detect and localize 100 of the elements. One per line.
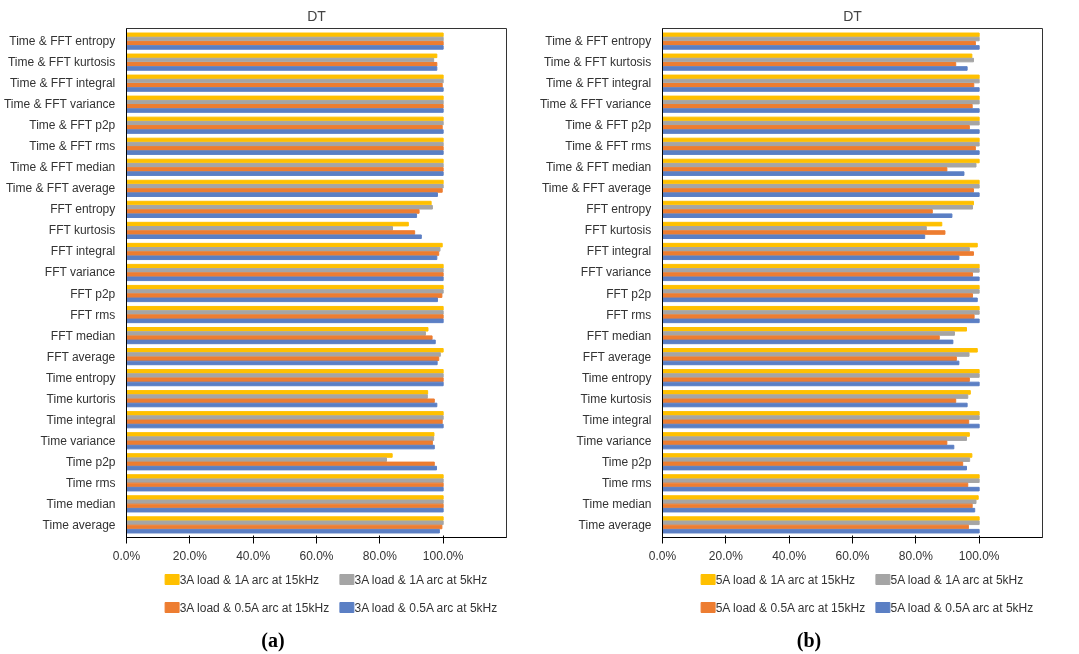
bar bbox=[662, 360, 960, 366]
bar bbox=[126, 74, 444, 80]
bar bbox=[126, 45, 444, 50]
y-tick-label: Time median bbox=[582, 496, 652, 511]
bar bbox=[126, 53, 438, 59]
y-tick-label: Time kurtoris bbox=[46, 391, 116, 406]
bar bbox=[126, 32, 444, 38]
bar bbox=[126, 192, 438, 197]
x-tick-label: 40.0% bbox=[236, 548, 271, 563]
bar bbox=[662, 66, 968, 71]
y-tick-label: Time & FFT entropy bbox=[9, 34, 116, 49]
chart-title: DT bbox=[307, 7, 327, 24]
y-tick-label: FFT rms bbox=[70, 307, 116, 322]
bar bbox=[662, 461, 964, 467]
legend-label: 5A load & 0.5A arc at 15kHz bbox=[715, 600, 866, 615]
bar bbox=[126, 150, 444, 155]
y-tick-label: Time variance bbox=[40, 433, 116, 448]
bar bbox=[126, 507, 444, 513]
bar bbox=[662, 465, 967, 471]
x-tick-label: 80.0% bbox=[898, 548, 934, 563]
y-tick-label: FFT variance bbox=[44, 265, 116, 280]
x-tick-label: 20.0% bbox=[708, 548, 744, 563]
bar bbox=[126, 108, 444, 113]
bar bbox=[126, 213, 418, 218]
y-tick-label: Time & FFT integral bbox=[9, 76, 116, 91]
legend-label: 3A load & 1A arc at 15kHz bbox=[179, 572, 320, 587]
bar bbox=[126, 440, 433, 446]
y-tick-label: Time entropy bbox=[581, 370, 652, 385]
bar bbox=[662, 482, 969, 488]
bar bbox=[126, 398, 435, 404]
bar bbox=[126, 377, 444, 383]
bar bbox=[126, 95, 444, 101]
bar bbox=[126, 297, 438, 303]
y-tick-label: FFT integral bbox=[586, 244, 652, 259]
y-tick-label: FFT p2p bbox=[70, 286, 116, 301]
bar bbox=[662, 192, 980, 197]
y-tick-label: Time & FFT variance bbox=[3, 97, 116, 112]
y-tick-label: Time average bbox=[578, 517, 652, 532]
y-tick-label: FFT variance bbox=[580, 265, 652, 280]
y-tick-label: Time & FFT variance bbox=[539, 97, 652, 112]
chart-title: DT bbox=[843, 7, 863, 24]
bar bbox=[662, 398, 957, 404]
bar bbox=[126, 486, 444, 492]
legend-label: 5A load & 1A arc at 15kHz bbox=[715, 572, 856, 587]
bar bbox=[126, 318, 444, 324]
legend-label: 5A load & 1A arc at 5kHz bbox=[890, 572, 1024, 587]
bar bbox=[662, 276, 980, 282]
bar bbox=[662, 499, 977, 505]
y-tick-label: Time rms bbox=[601, 475, 652, 490]
y-tick-label: Time & FFT rms bbox=[565, 139, 652, 154]
bar bbox=[126, 419, 443, 425]
bar bbox=[662, 486, 980, 492]
y-tick-label: FFT kurtosis bbox=[584, 223, 652, 238]
bar bbox=[126, 339, 436, 345]
y-tick-label: Time kurtosis bbox=[580, 391, 652, 406]
bar bbox=[662, 129, 980, 134]
text: (b) bbox=[796, 628, 822, 654]
y-tick-label: Time rms bbox=[65, 475, 116, 490]
x-tick-label: 60.0% bbox=[835, 548, 870, 563]
bar bbox=[126, 528, 440, 534]
bar bbox=[126, 360, 438, 366]
bar bbox=[126, 129, 444, 134]
y-tick-label: FFT average bbox=[582, 349, 652, 364]
bar bbox=[662, 53, 973, 59]
y-tick-label: Time p2p bbox=[65, 454, 116, 469]
y-tick-label: FFT p2p bbox=[606, 286, 652, 301]
y-tick-label: Time & FFT entropy bbox=[545, 34, 652, 49]
x-tick-label: 0.0% bbox=[648, 548, 677, 563]
bar bbox=[662, 45, 980, 50]
bar bbox=[126, 465, 438, 471]
bar bbox=[126, 461, 435, 467]
bar bbox=[662, 95, 980, 101]
y-tick-label: Time variance bbox=[576, 433, 652, 448]
legend-label: 5A load & 0.5A arc at 5kHz bbox=[890, 600, 1034, 615]
bar bbox=[126, 234, 422, 240]
bar bbox=[662, 419, 970, 425]
y-tick-label: Time integral bbox=[582, 412, 652, 427]
bar bbox=[662, 528, 980, 534]
bar bbox=[662, 74, 980, 80]
y-tick-label: FFT kurtosis bbox=[48, 223, 116, 238]
bar bbox=[126, 255, 438, 261]
x-tick-label: 80.0% bbox=[362, 548, 398, 563]
legend-label: 3A load & 0.5A arc at 15kHz bbox=[179, 600, 330, 615]
x-tick-label: 60.0% bbox=[299, 548, 334, 563]
y-tick-label: Time & FFT kurtosis bbox=[543, 55, 652, 70]
bar bbox=[662, 520, 980, 526]
x-tick-label: 20.0% bbox=[172, 548, 208, 563]
y-tick-label: FFT average bbox=[46, 349, 116, 364]
bar bbox=[126, 276, 444, 282]
y-tick-label: Time & FFT median bbox=[545, 160, 652, 175]
bar bbox=[662, 297, 978, 303]
y-tick-label: Time average bbox=[42, 517, 116, 532]
x-tick-label: 40.0% bbox=[772, 548, 807, 563]
bar bbox=[662, 171, 965, 176]
bar bbox=[662, 255, 960, 261]
bar bbox=[126, 87, 444, 92]
y-tick-label: FFT entropy bbox=[586, 202, 652, 217]
bar bbox=[662, 204, 974, 210]
y-tick-label: Time integral bbox=[46, 412, 116, 427]
y-tick-label: Time & FFT median bbox=[9, 160, 116, 175]
